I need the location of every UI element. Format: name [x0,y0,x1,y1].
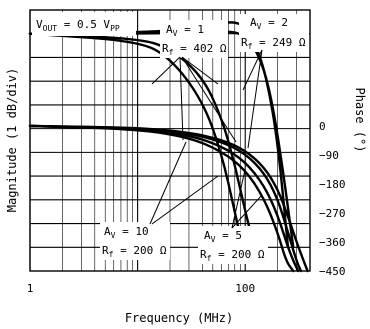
annotation-av5-gain: AV = 5 [204,229,242,244]
annotation-av1-rf: Rf = 402 Ω [162,42,227,57]
annotation-box-av5 [198,226,268,264]
phase-tick-label: −450 [319,265,346,278]
magnitude-curve-av1 [28,21,290,249]
x-axis-label: Frequency (MHz) [125,311,233,325]
x-tick-label: 100 [235,282,255,295]
annotation-box-av10 [100,222,170,260]
leader-av10-b [151,175,219,225]
annotation-box-av1 [160,20,228,58]
leader-av2-a [242,49,263,91]
x-tick-label: 1 [27,282,34,295]
leader-av1-a [151,56,181,85]
annotation-av2-gain: AV = 2 [250,16,288,31]
x-tick-labels: 1 100 [27,282,255,295]
leader-av10-a [149,141,187,225]
curves [28,21,309,273]
phase-tick-label: −360 [319,236,346,249]
magnitude-curve-av5 [28,32,259,261]
leader-av5-b [231,194,263,229]
annotation-av10-gain: AV = 10 [104,225,149,240]
leader-av1-d [181,56,237,143]
magnitude-curve-av10 [28,32,247,261]
annotation-box-av2 [239,14,309,52]
y-axis-label: Magnitude (1 dB/div) [5,68,19,213]
annotation-av2-rf: Rf = 249 Ω [241,36,306,51]
phase-curve-av2 [28,124,309,273]
annotation-leaders [149,49,263,229]
phase-tick-labels: 0 −90 −180 −270 −360 −450 [319,120,346,278]
phase-curve-av10 [28,124,295,273]
leader-av1-b [179,56,184,141]
condition-label: VOUT = 0.5 VPP [36,18,120,33]
annotation-av5-rf: Rf = 200 Ω [200,248,265,263]
phase-tick-label: −180 [319,178,346,191]
magnitude-curve-av2 [28,30,295,249]
plot-frame [29,9,311,272]
phase-tick-label: −270 [319,207,346,220]
leader-av1-c [181,56,219,85]
phase-tick-label: 0 [319,120,326,133]
condition-box [32,12,136,36]
annotation-av1-gain: AV = 1 [166,23,204,38]
y2-axis-label: Phase (°) [353,87,367,152]
phase-tick-label: −90 [319,149,339,162]
annotation-av10-rf: Rf = 200 Ω [102,244,167,259]
leader-av5-a [231,169,246,229]
leader-av2-b [247,49,263,149]
